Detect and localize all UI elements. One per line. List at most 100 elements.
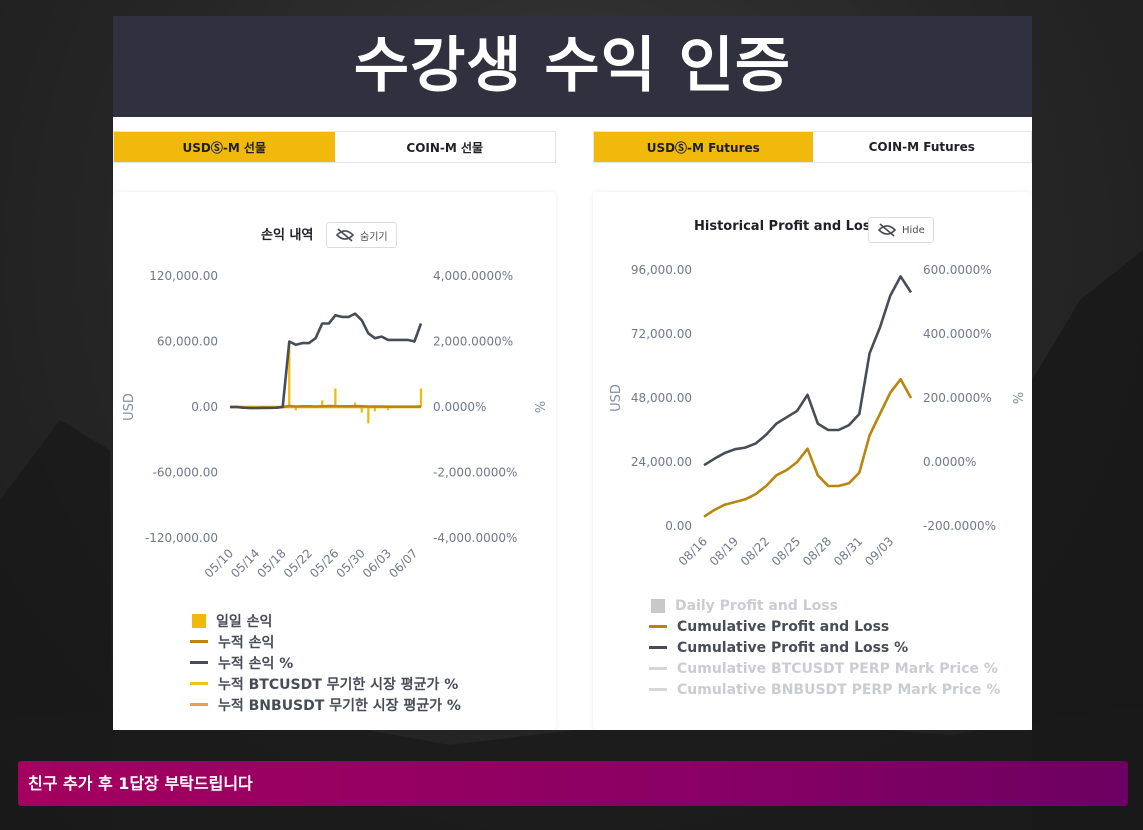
- y2-tick-label: 2,000.0000%: [433, 335, 513, 349]
- legend-item[interactable]: 누적 BTCUSDT 무기한 시장 평균가 %: [190, 673, 461, 694]
- legend-item[interactable]: 누적 BNBUSDT 무기한 시장 평균가 %: [190, 694, 461, 715]
- x-tick-label: 05/26: [307, 546, 341, 580]
- y-tick-label: 60,000.00: [157, 335, 218, 349]
- y-tick-label: 0.00: [665, 519, 692, 533]
- x-tick-label: 08/31: [831, 534, 865, 568]
- legend-item[interactable]: Daily Profit and Loss: [649, 595, 1000, 616]
- legend-label: Daily Profit and Loss: [675, 597, 838, 614]
- y2-tick-label: -2,000.0000%: [433, 466, 517, 480]
- daily-pnl-bar: [334, 388, 337, 407]
- y2-tick-label: -200.0000%: [923, 519, 996, 533]
- x-tick-label: 05/22: [281, 546, 315, 580]
- eye-slash-icon: [877, 223, 897, 237]
- legend-label: 누적 손익 %: [218, 655, 294, 672]
- y-axis-label: USD: [122, 393, 137, 421]
- legend-line-swatch: [190, 703, 208, 706]
- daily-pnl-bar: [419, 388, 423, 407]
- legend-label: Cumulative Profit and Loss: [677, 618, 890, 635]
- right-hide-label: Hide: [902, 224, 925, 236]
- legend-line-swatch: [649, 625, 667, 628]
- daily-pnl-bar: [360, 407, 363, 413]
- series-line-0: [703, 275, 913, 467]
- y2-axis-label: %: [531, 401, 546, 413]
- legend-label: Cumulative Profit and Loss %: [677, 639, 909, 656]
- tab-usds-m-futures[interactable]: USDⓈ-M Futures: [594, 132, 813, 162]
- legend-item[interactable]: Cumulative Profit and Loss: [649, 616, 1000, 637]
- profit-proof-panel: 수강생 수익 인증 USDⓈ-M 선물 COIN-M 선물 손익 내역 숨기기 …: [113, 16, 1032, 730]
- y-tick-label: 48,000.00: [631, 391, 692, 405]
- y-tick-label: 0.00: [191, 400, 218, 414]
- x-tick-label: 08/16: [676, 534, 710, 568]
- y-tick-label: -120,000.00: [145, 531, 218, 545]
- tab-coin-m-futures[interactable]: COIN-M Futures: [868, 140, 975, 154]
- left-chart-card: [113, 192, 556, 730]
- legend-label: 누적 BNBUSDT 무기한 시장 평균가 %: [218, 697, 461, 714]
- y2-tick-label: 0.0000%: [433, 400, 486, 414]
- daily-pnl-bar: [354, 402, 357, 407]
- add-friend-banner[interactable]: 친구 추가 후 1답장 부탁드립니다: [18, 761, 1128, 806]
- x-tick-label: 05/14: [228, 546, 262, 580]
- right-pnl-chart: 96,000.00 600.0000% 72,000.00 400.0000% 48,0…: [609, 263, 1024, 569]
- daily-pnl-bar: [294, 407, 297, 411]
- y-tick-label: 120,000.00: [149, 269, 218, 283]
- legend-line-swatch: [190, 640, 208, 643]
- x-tick-label: 05/30: [333, 546, 367, 580]
- legend-line-swatch: [649, 646, 667, 649]
- legend-item[interactable]: Cumulative BNBUSDT PERP Mark Price %: [649, 679, 1000, 700]
- legend-label: 일일 손익: [216, 613, 273, 630]
- x-tick-label: 09/03: [862, 534, 896, 568]
- x-tick-label: 06/07: [386, 546, 420, 580]
- right-legend: Daily Profit and Loss Cumulative Profit a…: [649, 595, 1000, 700]
- legend-line-swatch: [649, 688, 667, 691]
- right-hide-button[interactable]: Hide: [868, 217, 934, 243]
- daily-pnl-bar: [367, 407, 370, 424]
- tab-usds-m-futures-ko[interactable]: USDⓈ-M 선물: [114, 132, 335, 162]
- daily-pnl-bar: [321, 400, 324, 407]
- tab-coin-m-futures-ko[interactable]: COIN-M 선물: [406, 140, 484, 155]
- left-hide-label: 숨기기: [360, 231, 388, 243]
- left-pnl-chart: 120,000.00 4,000.0000% 60,000.00 2,000.0000…: [122, 269, 546, 581]
- legend-item[interactable]: Cumulative Profit and Loss %: [649, 637, 1000, 658]
- x-tick-label: 08/25: [769, 534, 803, 568]
- y2-tick-label: 4,000.0000%: [433, 269, 513, 283]
- y2-tick-label: 0.0000%: [923, 455, 976, 469]
- eye-slash-icon: [335, 228, 355, 242]
- y-axis-label: USD: [609, 384, 624, 412]
- daily-pnl-bar: [373, 407, 377, 412]
- legend-line-swatch: [649, 667, 667, 670]
- banner-title: 수강생 수익 인증: [113, 16, 1032, 117]
- y-tick-label: -60,000.00: [153, 466, 218, 480]
- legend-label: Cumulative BNBUSDT PERP Mark Price %: [677, 681, 1001, 698]
- x-tick-label: 08/28: [800, 534, 834, 568]
- x-tick-label: 08/19: [707, 534, 741, 568]
- daily-pnl-bar: [288, 341, 291, 407]
- legend-item[interactable]: 일일 손익: [190, 610, 461, 631]
- legend-label: 누적 손익: [218, 634, 275, 651]
- legend-line-swatch: [190, 661, 208, 664]
- left-hide-button[interactable]: 숨기기: [326, 222, 397, 248]
- y-tick-label: 72,000.00: [631, 327, 692, 341]
- legend-square-swatch: [651, 598, 665, 613]
- right-chart-title: Historical Profit and Loss: [694, 219, 879, 234]
- y2-tick-label: 600.0000%: [923, 263, 992, 277]
- legend-square-swatch: [192, 613, 206, 628]
- x-tick-label: 05/18: [254, 546, 288, 580]
- legend-item[interactable]: 누적 손익: [190, 631, 461, 652]
- y-tick-label: 24,000.00: [631, 455, 692, 469]
- y2-axis-label: %: [1009, 392, 1024, 404]
- series-line-1: [703, 378, 913, 518]
- legend-item[interactable]: Cumulative BTCUSDT PERP Mark Price %: [649, 658, 1000, 679]
- legend-label: Cumulative BTCUSDT PERP Mark Price %: [677, 660, 998, 677]
- x-tick-label: 08/22: [738, 534, 772, 568]
- daily-pnl-bar: [386, 407, 390, 411]
- x-tick-label: 05/10: [202, 546, 236, 580]
- legend-item[interactable]: 누적 손익 %: [190, 652, 461, 673]
- y2-tick-label: 200.0000%: [923, 391, 992, 405]
- left-chart-title: 손익 내역: [261, 228, 314, 243]
- y2-tick-label: -4,000.0000%: [433, 531, 517, 545]
- x-tick-label: 06/03: [360, 546, 394, 580]
- y2-tick-label: 400.0000%: [923, 327, 992, 341]
- y-tick-label: 96,000.00: [631, 263, 692, 277]
- legend-line-swatch: [190, 682, 208, 685]
